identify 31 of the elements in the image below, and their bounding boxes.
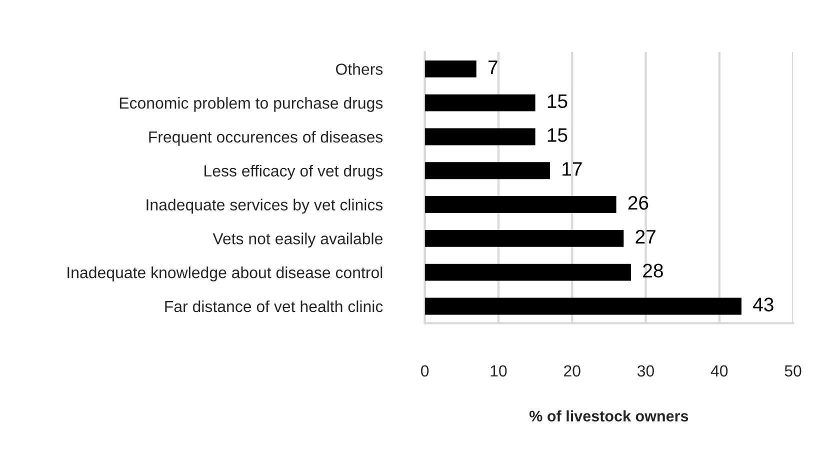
x-axis-title: % of livestock owners <box>530 410 688 422</box>
bar <box>424 128 536 146</box>
y-tick-label: Frequent occurences of diseases <box>149 130 383 146</box>
bar <box>424 94 536 112</box>
y-tick-label: Economic problem to purchase drugs <box>120 97 383 112</box>
data-label: 7 <box>488 60 498 74</box>
bar <box>424 298 742 315</box>
data-label: 15 <box>548 128 568 142</box>
data-label: 15 <box>548 94 568 108</box>
data-label: 27 <box>636 230 656 244</box>
x-tick-label: 10 <box>490 365 507 377</box>
data-label: 17 <box>562 162 582 176</box>
bar <box>424 196 616 214</box>
y-tick-label: Far distance of vet health clinic <box>165 300 383 312</box>
bar <box>424 264 632 281</box>
x-tick-label: 40 <box>710 365 728 377</box>
data-label: 26 <box>628 196 648 210</box>
x-tick-label: 50 <box>784 365 802 377</box>
x-tick-label: 30 <box>637 365 654 377</box>
x-tick-label: 0 <box>421 365 429 377</box>
data-label: 28 <box>643 264 663 278</box>
x-tick-label: 20 <box>564 365 580 377</box>
y-tick-label: Less efficacy of vet drugs <box>204 164 383 180</box>
bar <box>424 230 624 247</box>
y-tick-label: Inadequate services by vet clinics <box>146 198 383 214</box>
bar <box>424 60 476 78</box>
y-tick-label: Inadequate knowledge about disease control <box>68 266 382 282</box>
y-tick-label: Others <box>336 63 383 75</box>
y-tick-label: Vets not easily available <box>212 232 382 248</box>
data-label: 43 <box>753 298 774 312</box>
bar <box>424 162 550 180</box>
